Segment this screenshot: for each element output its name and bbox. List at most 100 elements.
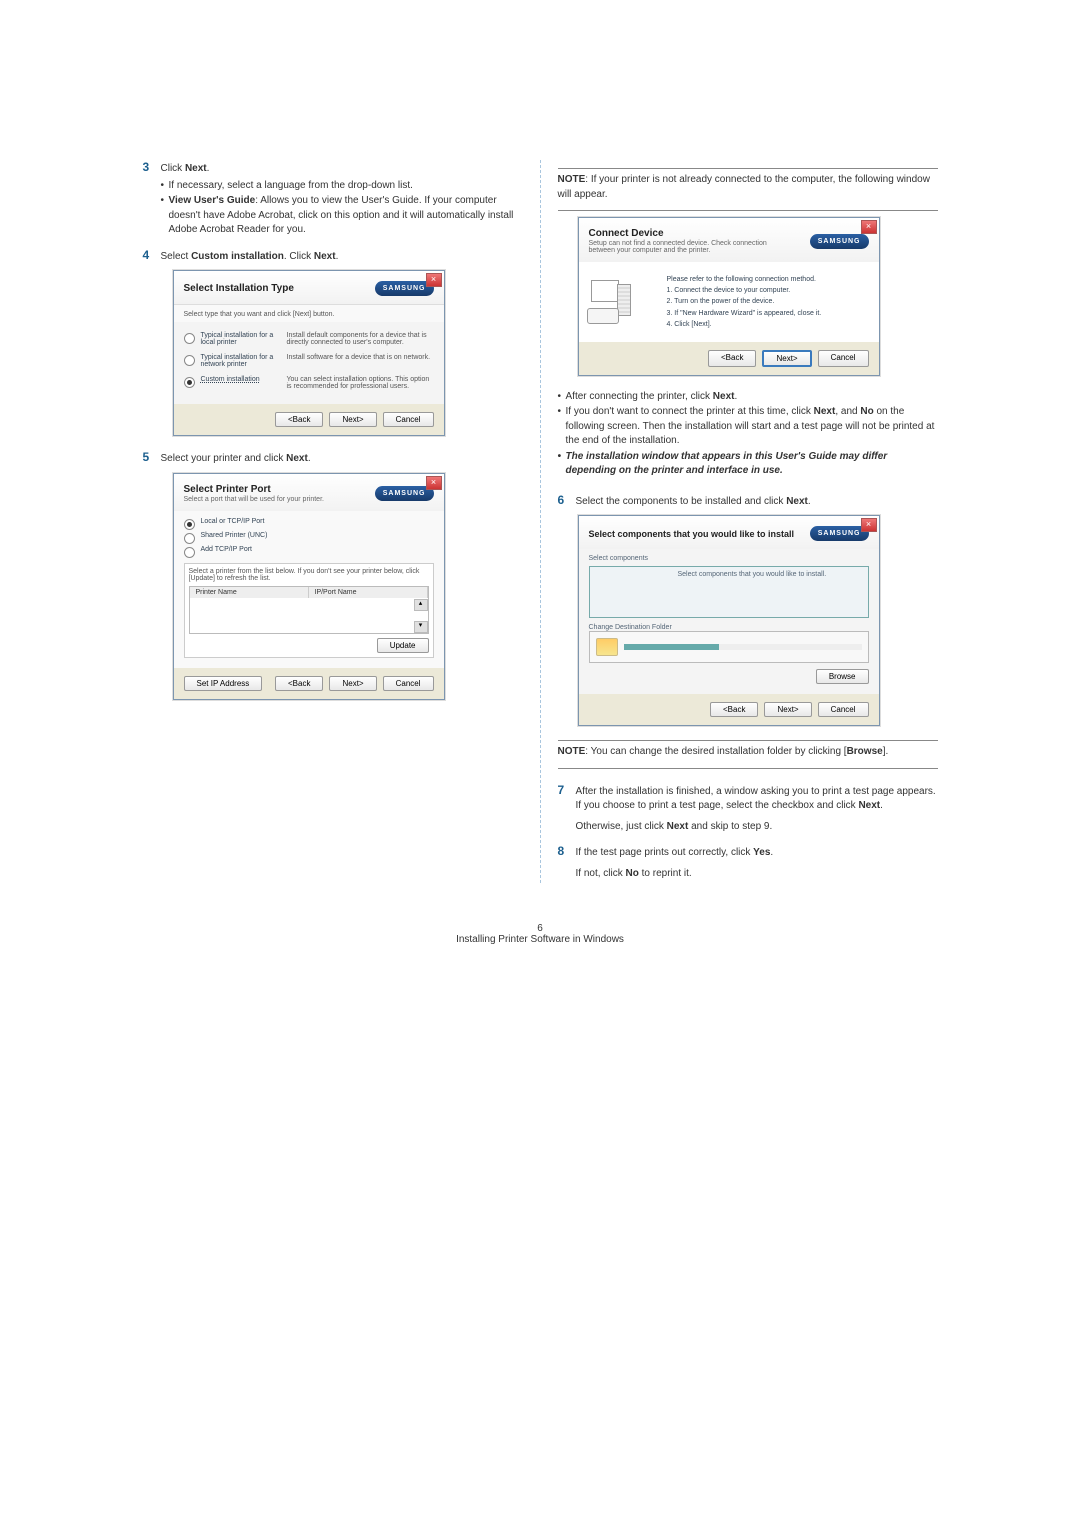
next-button[interactable]: Next> [329,412,376,427]
cancel-button[interactable]: Cancel [383,412,434,427]
next-button[interactable]: Next> [764,702,811,717]
footer-title: Installing Printer Software in Windows [0,934,1080,945]
option-label: Local or TCP/IP Port [201,518,265,525]
step-text: Select your printer and click Next. [161,452,311,467]
connect-step: 3. If "New Hardware Wizard" is appeared,… [667,308,822,319]
next-button[interactable]: Next> [762,350,811,367]
dialog: × Select Installation Type SAMSUNG Selec… [173,270,445,436]
brand-badge: SAMSUNG [810,234,869,249]
radio-icon[interactable] [184,333,195,344]
port-option[interactable]: Add TCP/IP Port [184,545,434,559]
components-box[interactable]: Select components that you would like to… [589,566,869,618]
close-icon[interactable]: × [861,220,877,234]
step-7: 7 After the installation is finished, a … [558,783,938,835]
bold: Next [858,800,880,811]
column-divider [540,160,541,883]
back-button[interactable]: <Back [708,350,756,367]
dialog-buttons: Set IP Address <Back Next> Cancel [174,668,444,699]
note-2: NOTE: You can change the desired install… [558,745,938,760]
list-hint: Select a printer from the list below. If… [189,568,429,582]
radio-icon[interactable] [184,377,195,388]
note-rule [558,168,938,169]
dialog-buttons: <Back Next> Cancel [579,342,879,375]
step-text: Select the components to be installed an… [576,495,811,510]
cancel-button[interactable]: Cancel [818,350,869,367]
bold-lead: View User's Guide [169,195,256,206]
option-label: Custom installation [201,376,281,383]
option-row[interactable]: Custom installation You can select insta… [184,372,434,394]
radio-icon[interactable] [184,547,195,558]
col-name: Printer Name [190,587,309,598]
radio-icon[interactable] [184,519,195,530]
right-column: NOTE: If your printer is not already con… [558,160,938,883]
option-row[interactable]: Typical installation for a network print… [184,350,434,372]
dialog-head: Connect Device Setup can not find a conn… [579,218,879,262]
bold: Next [786,496,808,507]
step-6: 6 Select the components to be installed … [558,493,938,510]
browse-button[interactable]: Browse [816,669,869,684]
col-ipport: IP/Port Name [309,587,428,598]
dialog: × Select components that you would like … [578,515,880,726]
dialog-head: Select components that you would like to… [579,516,879,549]
setip-button[interactable]: Set IP Address [184,676,263,691]
step-4: 4 Select Custom installation. Click Next… [143,248,523,265]
update-button[interactable]: Update [377,638,429,653]
list-panel: Select a printer from the list below. If… [184,563,434,658]
bold: Next [713,391,735,402]
dialog-buttons: <Back Next> Cancel [174,404,444,435]
back-button[interactable]: <Back [710,702,758,717]
pc-printer-icon [587,280,657,324]
option-label: Add TCP/IP Port [201,546,253,553]
option-row[interactable]: Typical installation for a local printer… [184,328,434,350]
step-number: 6 [558,493,576,507]
dialog-head: Select Printer Port Select a port that w… [174,474,444,511]
dialog-subtitle: Select a port that will be used for your… [184,496,324,503]
dialog-body: Typical installation for a local printer… [174,322,444,404]
port-option[interactable]: Local or TCP/IP Port [184,517,434,531]
scroll-down-icon[interactable]: ▾ [414,621,428,633]
back-button[interactable]: <Back [275,676,323,691]
page-number: 6 [0,923,1080,934]
bold: Custom installation [191,251,284,262]
port-option[interactable]: Shared Printer (UNC) [184,531,434,545]
option-label: Typical installation for a network print… [201,354,281,368]
step-3: 3 Click Next. [143,160,523,177]
bullet-italic: The installation window that appears in … [558,450,938,479]
dialog-subtitle: Setup can not find a connected device. C… [589,240,789,254]
bold: Next [286,453,308,464]
next-button[interactable]: Next> [329,676,376,691]
bold: Next [814,406,836,417]
dialog-install-type: × Select Installation Type SAMSUNG Selec… [173,270,523,436]
close-icon[interactable]: × [426,273,442,287]
scroll-up-icon[interactable]: ▴ [414,599,428,611]
step-number: 4 [143,248,161,262]
step-text: If the test page prints out correctly, c… [576,846,774,881]
connect-step: 4. Click [Next]. [667,319,822,330]
option-label: Shared Printer (UNC) [201,532,268,539]
folder-icon [596,638,618,656]
printer-list[interactable]: Printer Name IP/Port Name ▴ ▾ [189,586,429,634]
note-label: NOTE [558,174,586,185]
dialog: × Connect Device Setup can not find a co… [578,217,880,376]
step-8: 8 If the test page prints out correctly,… [558,844,938,881]
bullet: View User's Guide: Allows you to view th… [161,194,523,238]
note-rule [558,768,938,769]
dialog-connect-device: × Connect Device Setup can not find a co… [578,217,938,376]
step-number: 5 [143,450,161,464]
radio-icon[interactable] [184,355,195,366]
close-icon[interactable]: × [861,518,877,532]
columns: 3 Click Next. If necessary, select a lan… [0,160,1080,883]
left-column: 3 Click Next. If necessary, select a lan… [143,160,523,883]
back-button[interactable]: <Back [275,412,323,427]
cancel-button[interactable]: Cancel [383,676,434,691]
bold: No [860,406,873,417]
cancel-button[interactable]: Cancel [818,702,869,717]
note-text: : If your printer is not already connect… [558,174,930,200]
radio-icon[interactable] [184,533,195,544]
dialog: × Select Printer Port Select a port that… [173,473,445,700]
connect-illustration: Please refer to the following connection… [579,262,879,342]
close-icon[interactable]: × [426,476,442,490]
steps-intro: Please refer to the following connection… [667,274,822,285]
bullet: After connecting the printer, click Next… [558,390,938,405]
after-connect-bullets: After connecting the printer, click Next… [558,390,938,479]
